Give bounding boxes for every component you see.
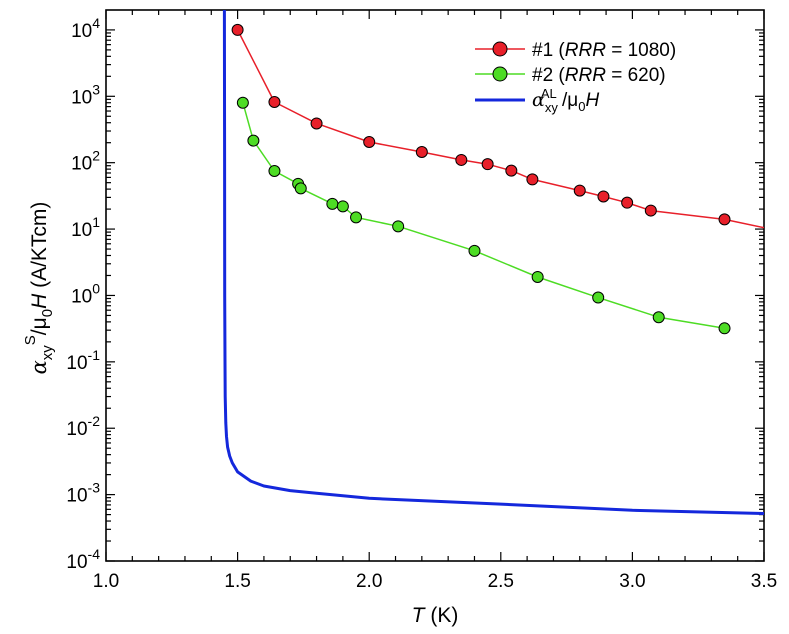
series-2-point [468, 244, 481, 257]
y-tick-label: 100 [71, 280, 100, 307]
y-tick-label: 10-3 [66, 480, 100, 507]
series-1-point [597, 190, 610, 203]
series-1-point [526, 173, 539, 186]
series-3-line [222, 10, 764, 515]
series-2-point [247, 134, 260, 147]
series-1-point [231, 23, 244, 36]
x-axis-title: T (K) [412, 604, 459, 627]
series-2-point [326, 197, 339, 210]
y-tick-label: 10-4 [66, 546, 100, 573]
y-axis-title: αxyS/μ0H (A/KTcm) [22, 202, 56, 375]
svg-text:#1 (RRR = 1080): #1 (RRR = 1080) [532, 40, 676, 61]
x-tick-label: 3.5 [751, 571, 777, 592]
series-2-point [392, 220, 405, 233]
legend-entry-series-2: #2 (RRR = 620) [475, 65, 666, 86]
series-1-point [363, 135, 376, 148]
series-2-point [268, 164, 281, 177]
series-1-point [481, 158, 494, 171]
x-tick-label: 3.0 [619, 571, 645, 592]
series-1-point [573, 184, 586, 197]
series-1-point [644, 204, 657, 217]
legend-entry-series-3: αxyAL /μ0H [475, 86, 600, 115]
x-tick-label: 2.0 [356, 571, 382, 592]
series-1-point [718, 213, 731, 226]
series-1-point [268, 96, 281, 109]
series-2-point [652, 311, 665, 324]
plot-frame [105, 9, 765, 562]
axis-tick-labels: 1.0 1.5 2.0 2.5 3.0 3.5 10-4 10-3 10-2 10-1 100 101… [66, 15, 777, 592]
x-tick-label: 1.0 [93, 571, 119, 592]
series-layer [222, 10, 764, 515]
series-1-point [621, 196, 634, 209]
series-2-point [350, 211, 363, 224]
y-tick-label: 101 [71, 214, 100, 241]
svg-text:#2 (RRR = 620): #2 (RRR = 620) [532, 65, 666, 86]
y-tick-label: 10-1 [66, 347, 100, 374]
series-1-point [415, 145, 428, 158]
series-2-point [592, 291, 605, 304]
legend-entry-series-1: #1 (RRR = 1080) [475, 40, 676, 61]
series-2-point [236, 96, 249, 109]
series-1-point [310, 117, 323, 130]
y-tick-label: 10-2 [66, 413, 100, 440]
series-1-point [455, 153, 468, 166]
y-tick-label: 103 [71, 81, 100, 108]
series-2-point [718, 322, 731, 335]
series-1-point [505, 164, 518, 177]
series-2-point [294, 182, 307, 195]
x-tick-label: 2.5 [488, 571, 514, 592]
y-tick-label: 104 [71, 15, 100, 42]
svg-text:αxyAL /μ0H: αxyAL /μ0H [532, 86, 600, 115]
x-tick-label: 1.5 [224, 571, 250, 592]
series-2-point [531, 270, 544, 283]
legend: #1 (RRR = 1080) #2 (RRR = 620) αxyAL /μ0… [475, 40, 676, 115]
series-2-point [336, 200, 349, 213]
axis-ticks [105, 10, 765, 562]
y-tick-label: 102 [71, 148, 100, 175]
